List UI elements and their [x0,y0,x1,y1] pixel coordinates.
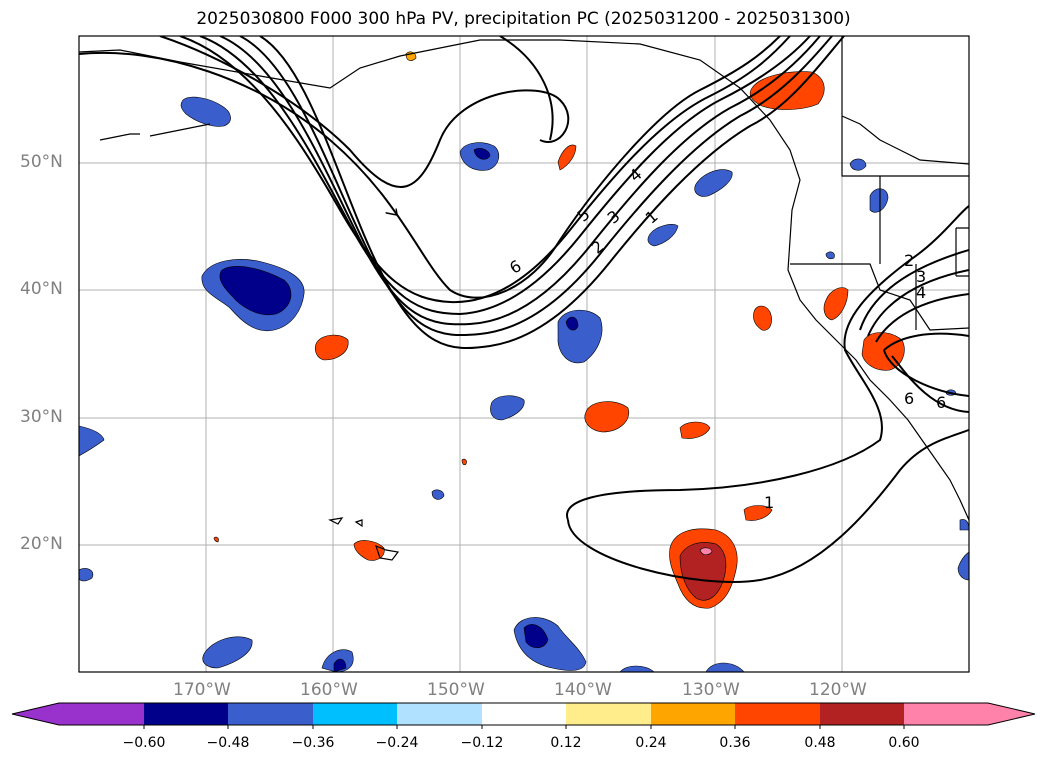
precip-blob [202,636,253,669]
colorbar-segment [566,703,651,725]
contour-label: 4 [916,283,926,302]
precip-blob [823,287,849,321]
precip-positive [213,51,905,609]
colorbar [11,702,1036,729]
precip-blob [959,519,969,531]
colorbar-tick-label: −0.24 [375,735,419,751]
lon-label: 130°W [682,680,740,700]
colorbar-segment [482,703,566,725]
map-area [79,36,969,672]
contour-label: 7 [381,207,401,220]
colorbar-segment [735,703,820,725]
lat-label: 50°N [20,152,63,172]
precip-blob [473,148,491,160]
contour-label: 6 [904,389,914,408]
map-title: 2025030800 F000 300 hPa PV, precipitatio… [196,9,851,29]
lon-label: 140°W [554,680,612,700]
lat-label: 40°N [20,279,63,299]
precip-blob [314,334,349,361]
precip-blob [647,224,679,247]
colorbar-tick-label: 0.60 [888,735,920,751]
precip-blob [825,251,835,260]
pv-contours [79,36,969,583]
lat-label: 30°N [20,407,63,427]
colorbar-tick-label: −0.60 [122,735,166,751]
colorbar-segment [228,703,313,725]
coastlines [79,36,969,561]
precip-blob [957,551,969,581]
colorbar-tick-label: −0.12 [460,735,504,751]
lon-label: 160°W [300,680,358,700]
precip-blob [679,542,727,601]
precip-blob [869,188,889,213]
colorbar-extend-right [988,703,1035,725]
colorbar-segment [397,703,482,725]
contour-label: 3 [916,267,926,286]
colorbar-segment [904,703,988,725]
precip-blob [461,458,467,466]
precip-blob [557,144,577,171]
colorbar-segment [820,703,904,725]
precip-blob [699,547,713,556]
colorbar-outline [11,702,1036,726]
precip-blob [679,421,711,439]
precip-blob [333,658,347,672]
precip-blob [694,169,733,197]
precip-blob [431,489,445,500]
precip-blob [79,568,94,582]
contour-label: 2 [904,251,914,270]
precip-blob [79,425,105,457]
precip-blob [849,158,867,171]
map-frame [78,35,970,673]
contour-label: 1 [764,493,774,512]
precip-blob [523,624,549,649]
precip-blob [180,96,231,127]
colorbar-tick-label: 0.12 [550,735,582,751]
colorbar-segment [59,703,144,725]
lon-label: 170°W [173,680,231,700]
colorbar-tick-label: 0.48 [804,735,836,751]
colorbar-segment [144,703,228,725]
lat-label: 20°N [20,534,63,554]
precip-negative [79,96,969,672]
precip-blob [584,401,630,433]
colorbar-extend-left [12,703,59,725]
colorbar-tick-label: −0.36 [291,735,335,751]
precip-blob [753,305,772,331]
colorbar-tick-label: −0.48 [206,735,250,751]
precip-blob [565,316,579,331]
colorbar-tick-label: 0.24 [635,735,667,751]
lon-label: 120°W [809,680,867,700]
contour-label: 6 [936,393,946,412]
colorbar-tick-label: 0.36 [719,735,751,751]
colorbar-segment [313,703,397,725]
precip-blob [213,536,219,543]
precip-blob [219,266,292,316]
precip-blob [743,505,773,521]
colorbar-segment [651,703,735,725]
lon-label: 150°W [427,680,485,700]
precip-blob [490,395,525,421]
